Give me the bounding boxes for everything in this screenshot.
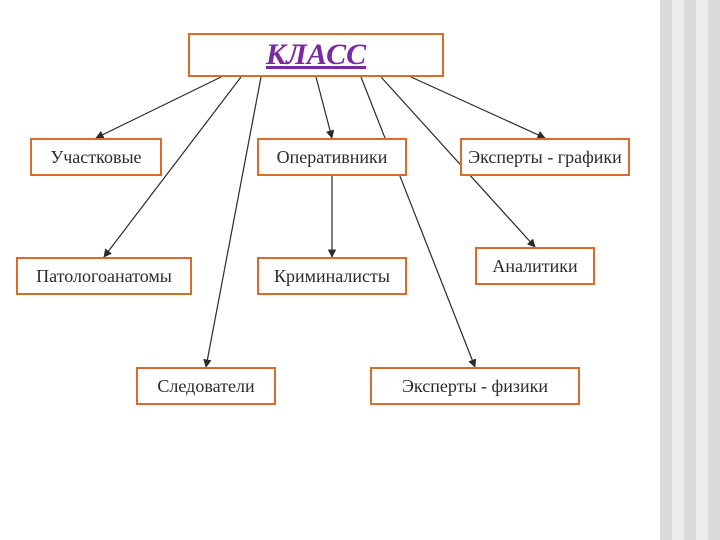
edge-root-n8 (361, 77, 475, 367)
node-label: КЛАСС (266, 39, 366, 71)
node-n5: Криминалисты (257, 257, 407, 295)
node-n3: Эксперты - графики (460, 138, 630, 176)
node-n2: Оперативники (257, 138, 407, 176)
node-label: Участковые (50, 148, 141, 167)
sidebar-pattern (660, 0, 720, 540)
node-label: Аналитики (492, 257, 577, 276)
node-label: Оперативники (277, 148, 388, 167)
node-n8: Эксперты - физики (370, 367, 580, 405)
diagram-canvas: КЛАСС Участковые Оперативники Эксперты - гр… (0, 0, 720, 540)
edge-root-n3 (411, 77, 545, 138)
node-label: Криминалисты (274, 267, 390, 286)
node-n7: Следователи (136, 367, 276, 405)
node-label: Патологоанатомы (36, 267, 172, 286)
node-label: Следователи (157, 377, 254, 396)
edge-root-n7 (206, 77, 261, 367)
edge-root-n2 (316, 77, 332, 138)
node-n6: Аналитики (475, 247, 595, 285)
edge-root-n1 (96, 77, 221, 138)
node-n4: Патологоанатомы (16, 257, 192, 295)
node-label: Эксперты - графики (468, 148, 622, 167)
node-n1: Участковые (30, 138, 162, 176)
node-label: Эксперты - физики (402, 377, 548, 396)
root-node: КЛАСС (188, 33, 444, 77)
